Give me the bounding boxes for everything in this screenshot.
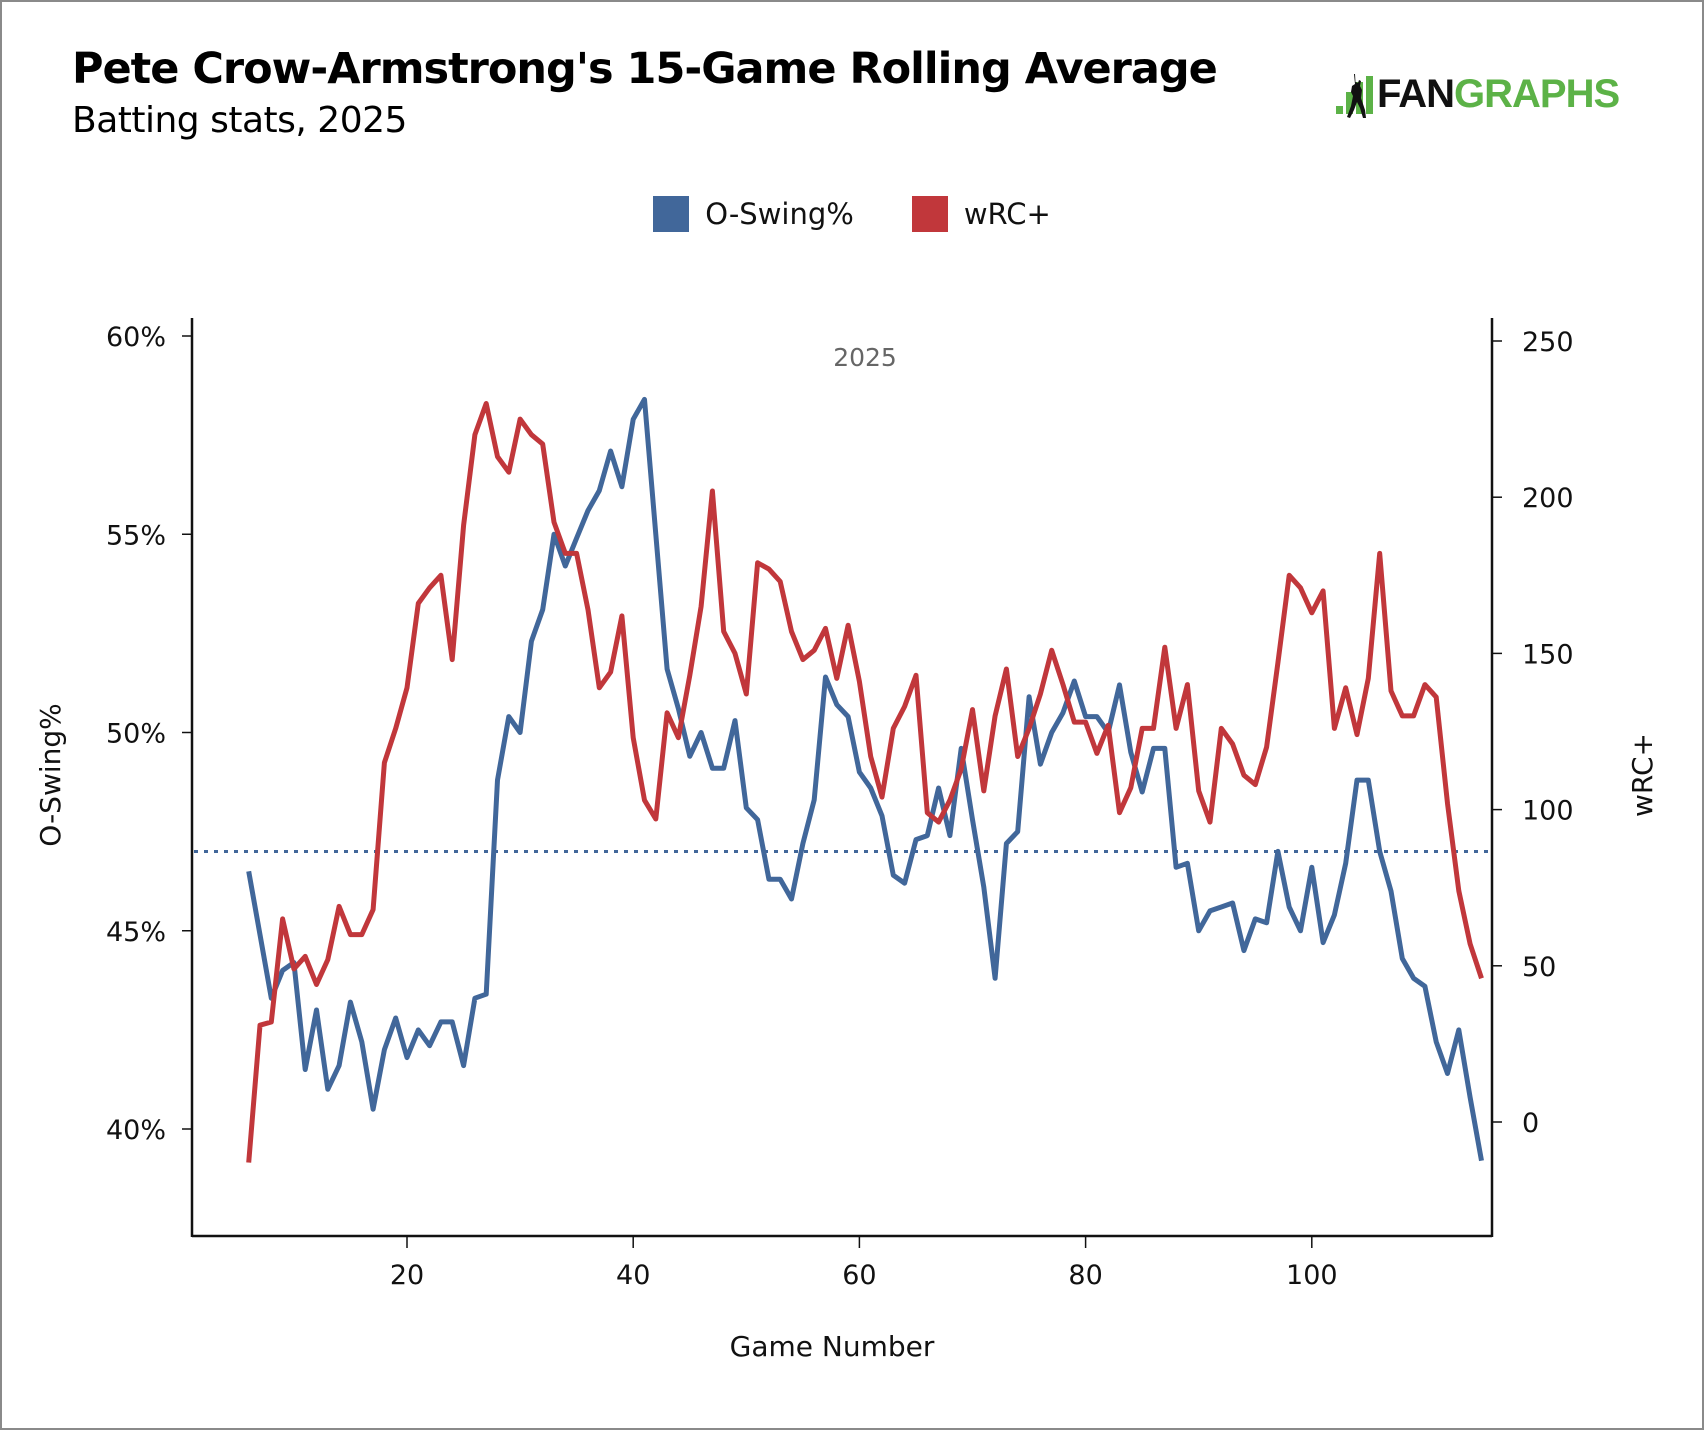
y-right-tick-label: 100 [1522, 796, 1574, 827]
legend-swatch-wrc-plus [911, 196, 948, 232]
legend-item-o-swing: O-Swing% [653, 196, 854, 232]
axes: 20 40 60 80 100 40% 45% 50% 55% 60% 0 50 100 150 200 25… [106, 318, 1574, 1291]
x-tick-label: 20 [390, 1260, 424, 1291]
chart-title: Pete Crow-Armstrong's 15-Game Rolling Av… [72, 44, 1218, 94]
x-tick-label: 40 [616, 1260, 650, 1291]
legend-item-wrc-plus: wRC+ [911, 196, 1051, 232]
year-annotation: 2025 [833, 343, 897, 372]
logo-text-fan: FAN [1377, 72, 1455, 116]
y-left-tick-label: 55% [106, 520, 166, 551]
o-swing-line [246, 396, 1484, 1162]
x-tick-label: 100 [1286, 1260, 1338, 1291]
x-tick-label: 80 [1068, 1260, 1102, 1291]
y-right-tick-label: 200 [1522, 483, 1574, 514]
y-left-tick-label: 40% [106, 1115, 166, 1146]
y-left-tick-label: 60% [106, 322, 166, 353]
fangraphs-logo: FAN GRAPHS [1336, 66, 1620, 118]
legend-label-wrc-plus: wRC+ [963, 197, 1051, 231]
series-lines [246, 396, 1484, 1163]
y-left-tick-label: 50% [106, 719, 166, 750]
legend-label-o-swing: O-Swing% [705, 197, 854, 231]
batter-bar-chart-icon [1336, 74, 1373, 118]
y-axis-left-title: O-Swing% [34, 703, 67, 847]
batter-silhouette-icon [1347, 74, 1366, 118]
y-axis-right-title: wRC+ [1626, 733, 1659, 817]
y-left-tick-label: 45% [106, 917, 166, 948]
legend-swatch-o-swing [653, 196, 690, 232]
wrc-plus-line [246, 401, 1484, 1163]
legend: O-Swing% wRC+ [0, 196, 1704, 232]
logo-text-graphs: GRAPHS [1454, 72, 1620, 116]
x-axis-title: Game Number [730, 1330, 935, 1363]
chart-subtitle: Batting stats, 2025 [72, 100, 407, 141]
x-tick-label: 60 [842, 1260, 876, 1291]
y-right-tick-label: 150 [1522, 639, 1574, 670]
y-right-tick-label: 50 [1522, 952, 1556, 983]
y-right-tick-label: 0 [1522, 1108, 1539, 1139]
y-right-tick-label: 250 [1522, 327, 1574, 358]
